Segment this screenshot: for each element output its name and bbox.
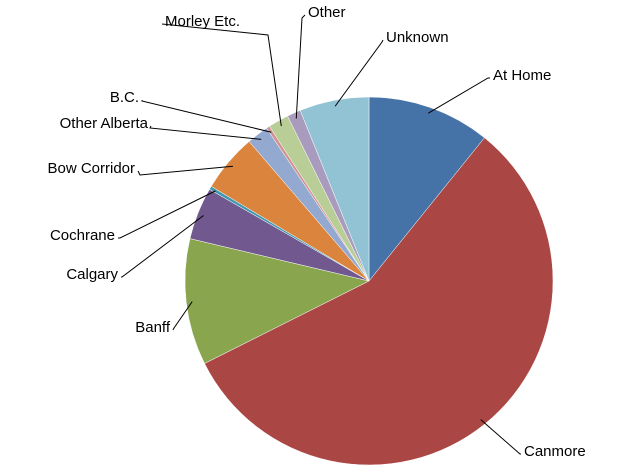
slice-label: Banff: [135, 319, 171, 336]
leader-line: [141, 100, 272, 133]
leader-line: [161, 23, 282, 127]
leader-line: [149, 125, 262, 140]
leader-line: [137, 165, 233, 176]
leader-line: [118, 190, 216, 239]
leader-line: [480, 419, 521, 455]
slice-label: Bow Corridor: [47, 160, 135, 177]
slice-label: Unknown: [386, 29, 449, 46]
leader-line: [427, 77, 490, 114]
slice-label: Morley Etc.: [165, 13, 240, 30]
leader-line: [295, 14, 306, 119]
pie-slice: [299, 96, 370, 282]
slice-label: At Home: [493, 67, 551, 84]
pie-slice: [368, 96, 485, 282]
leader-line: [334, 39, 384, 107]
pie-slice: [184, 238, 370, 364]
slice-label: Other Alberta: [60, 115, 149, 132]
slice-label: Canmore: [524, 443, 586, 460]
pie-slice: [204, 137, 554, 466]
slice-label: Other: [308, 4, 346, 21]
slice-label: Cochrane: [50, 227, 115, 244]
slice-label: B.C.: [110, 89, 139, 106]
leader-line: [172, 301, 193, 331]
slice-label: Calgary: [66, 266, 118, 283]
leader-line: [121, 215, 204, 278]
